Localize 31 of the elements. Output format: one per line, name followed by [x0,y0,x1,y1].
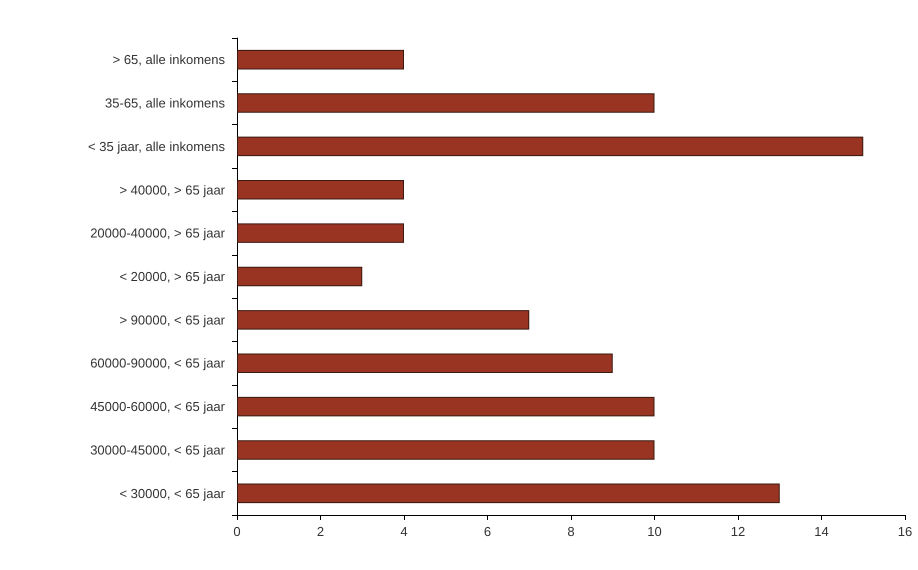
y-tick-label: > 65, alle inkomens [112,52,226,68]
bar [237,266,362,286]
bar [237,440,654,460]
bar [237,484,780,504]
y-tick-label: < 35 jaar, alle inkomens [88,138,226,154]
x-tick-label: 16 [898,524,912,539]
y-tick-label: > 90000, < 65 jaar [119,312,226,328]
y-tick-label: 45000-60000, < 65 jaar [90,399,226,414]
bar [237,353,613,373]
bar [237,396,654,416]
y-tick-label: 30000-45000, < 65 jaar [90,442,226,458]
bar [237,223,404,243]
bar [237,310,530,330]
y-tick-label: < 20000, > 65 jaar [119,269,226,284]
x-tick-label: 6 [484,524,492,539]
bar [237,180,404,200]
bar [237,136,864,156]
y-tick-label: 20000-40000, > 65 jaar [90,226,226,241]
y-tick-label: < 30000, < 65 jaar [119,486,226,501]
x-tick-label: 4 [400,524,408,539]
y-tick-label: 60000-90000, < 65 jaar [90,356,226,371]
x-tick-label: 0 [233,524,241,539]
x-tick-label: 12 [730,524,746,539]
bar [237,93,654,113]
y-tick-label: > 40000, > 65 jaar [119,182,226,198]
x-tick-label: 8 [567,524,575,539]
x-tick-label: 10 [647,524,662,539]
x-tick-label: 2 [316,524,324,539]
x-tick-label: 14 [814,524,829,539]
bar [237,50,404,70]
y-tick-label: 35-65, alle inkomens [105,96,226,111]
